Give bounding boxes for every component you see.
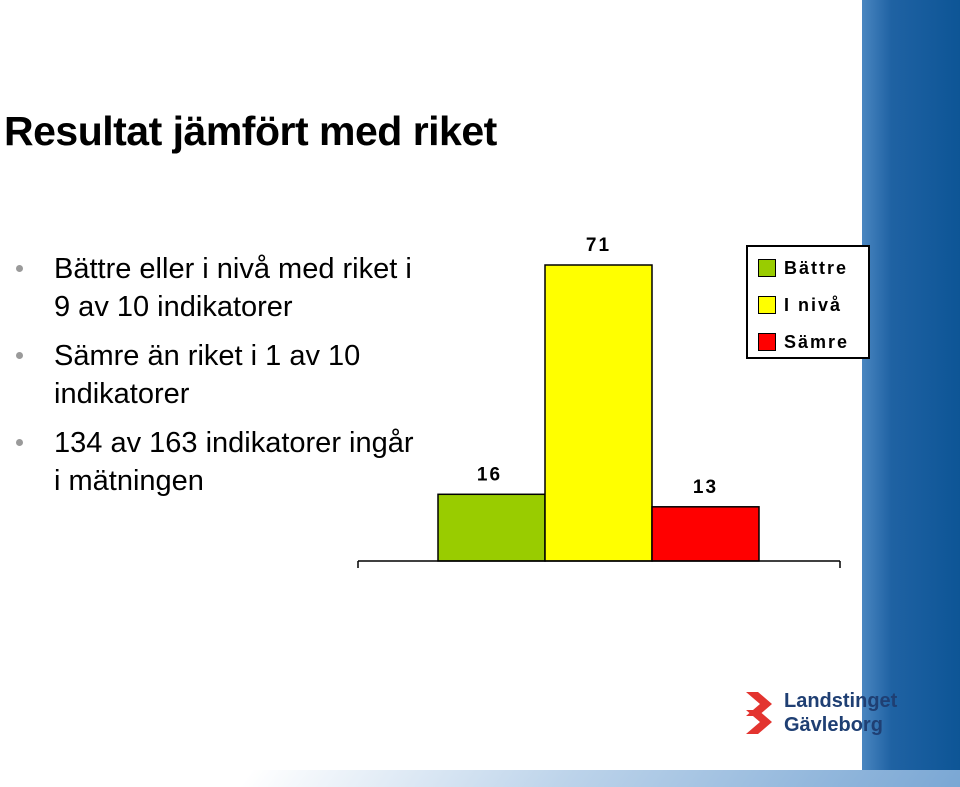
- chart-legend: Bättre I nivå Sämre: [746, 245, 870, 359]
- slide-title: Resultat jämfört med riket: [4, 108, 497, 154]
- bullet-text: Sämre än riket i 1 av 10 indikatorer: [54, 340, 361, 410]
- legend-label: Sämre: [784, 332, 850, 352]
- logo-mark-icon: [746, 692, 772, 734]
- legend-label: I nivå: [784, 295, 843, 315]
- bar-value-label: 71: [586, 235, 611, 256]
- bullet-dot-icon: [16, 439, 23, 446]
- bullet-dot-icon: [16, 352, 23, 359]
- legend-entry: I nivå: [758, 295, 842, 315]
- legend-swatch: [758, 333, 776, 351]
- legend-swatch: [758, 259, 776, 277]
- bullet-item: Sämre än riket i 1 av 10 indikatorer: [14, 337, 414, 413]
- bullet-list: Bättre eller i nivå med riket i 9 av 10 …: [14, 250, 414, 511]
- bullet-item: 134 av 163 indikatorer ingår i mätningen: [14, 424, 414, 500]
- logo-text-line2: Gävleborg: [784, 714, 883, 736]
- legend-swatch: [758, 296, 776, 314]
- bar-3: [651, 506, 760, 562]
- legend-entry: Sämre: [758, 332, 849, 352]
- bullet-item: Bättre eller i nivå med riket i 9 av 10 …: [14, 250, 414, 326]
- bullet-dot-icon: [16, 265, 23, 272]
- landstinget-gavleborg-logo: Landstinget Gävleborg: [744, 688, 914, 744]
- legend-label: Bättre: [784, 258, 849, 278]
- bar-value-label: 13: [693, 477, 718, 498]
- bullet-text: Bättre eller i nivå med riket i 9 av 10 …: [54, 253, 412, 323]
- side-decoration-bar: [862, 0, 960, 787]
- bar-2: [544, 264, 653, 562]
- bar-value-label: 16: [477, 464, 502, 485]
- bullet-text: 134 av 163 indikatorer ingår i mätningen: [54, 427, 414, 497]
- legend-entry: Bättre: [758, 258, 848, 278]
- logo-text-line1: Landstinget: [784, 690, 898, 712]
- bar-1: [437, 493, 546, 562]
